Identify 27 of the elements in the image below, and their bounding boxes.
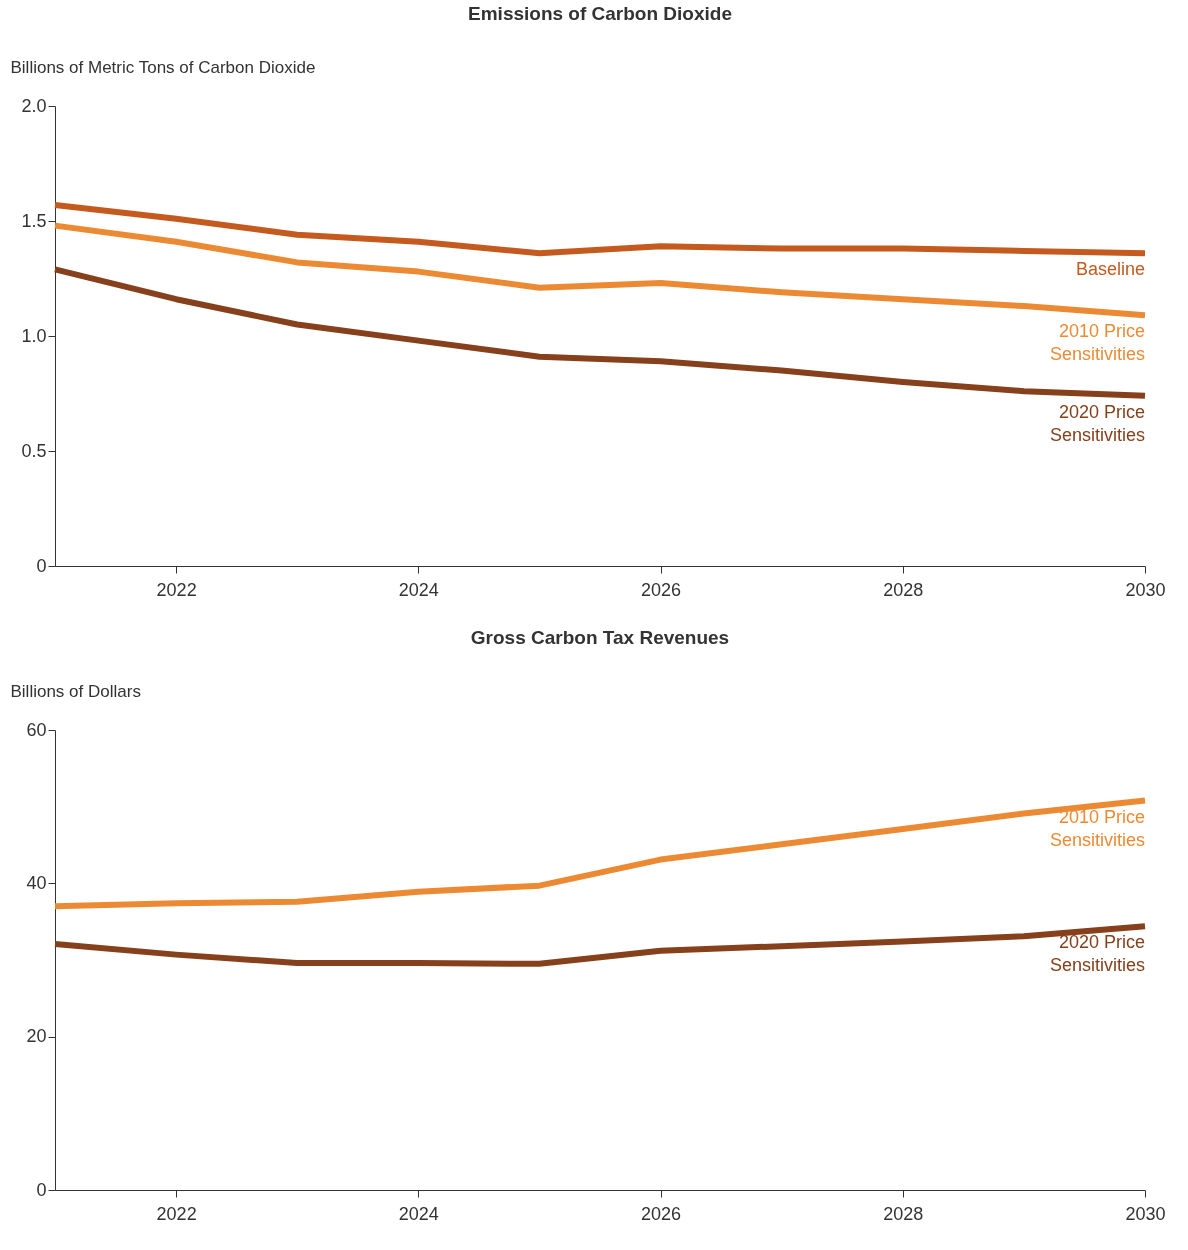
- x-tick-label: 2022: [156, 1203, 197, 1224]
- x-tick-label: 2026: [641, 1203, 682, 1224]
- chart-title: Emissions of Carbon Dioxide: [468, 3, 732, 24]
- y-tick-label: 0: [36, 1179, 47, 1200]
- y-tick-label: 0: [36, 555, 47, 576]
- x-tick-label: 2028: [883, 579, 924, 600]
- y-tick-label: 60: [26, 719, 47, 740]
- series-label: Baseline: [1075, 259, 1145, 280]
- y-axis-title: Billions of Metric Tons of Carbon Dioxide: [10, 57, 316, 77]
- series-label: 2020 Price Sensitivities: [1049, 401, 1145, 445]
- x-tick-label: 2030: [1125, 1203, 1166, 1224]
- x-tick-label: 2024: [398, 1203, 439, 1224]
- y-tick-label: 0.5: [21, 440, 47, 461]
- series-label: 2020 Price Sensitivities: [1049, 932, 1145, 976]
- x-tick-label: 2028: [883, 1203, 924, 1224]
- series-label: 2010 Price Sensitivities: [1049, 321, 1145, 365]
- y-tick-label: 40: [26, 872, 47, 893]
- x-tick-label: 2026: [641, 579, 682, 600]
- chart-title: Gross Carbon Tax Revenues: [470, 627, 730, 648]
- y-tick-label: 1.0: [21, 325, 47, 346]
- y-tick-label: 20: [26, 1026, 47, 1047]
- x-tick-label: 2030: [1125, 579, 1166, 600]
- y-tick-label: 1.5: [21, 210, 47, 231]
- x-tick-label: 2024: [398, 579, 439, 600]
- y-axis-title: Billions of Dollars: [10, 681, 141, 701]
- y-tick-label: 2.0: [21, 95, 47, 116]
- x-tick-label: 2022: [156, 579, 197, 600]
